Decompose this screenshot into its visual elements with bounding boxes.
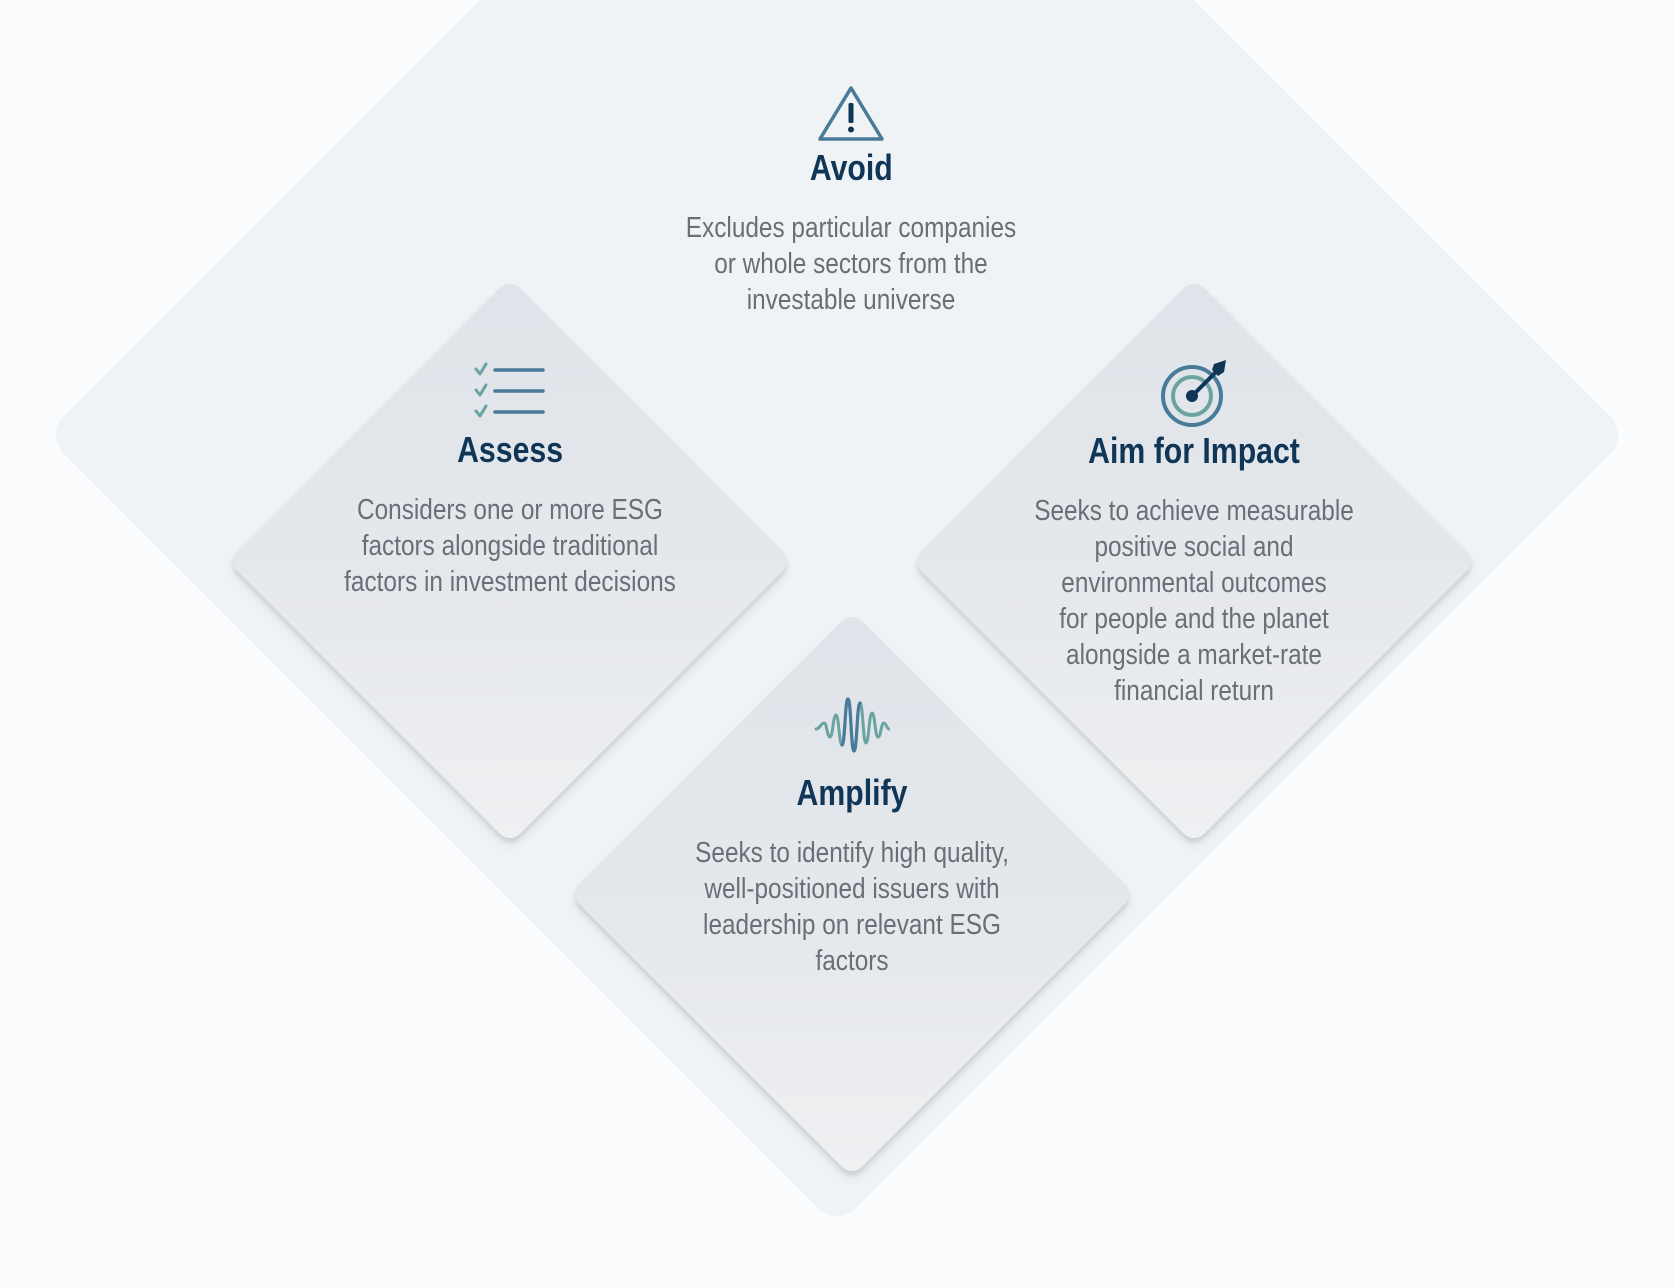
warning-triangle-icon xyxy=(818,86,884,141)
amplify-description: Seeks to identify high quality, well-pos… xyxy=(695,837,1009,977)
avoid-title: Avoid xyxy=(809,147,893,188)
impact-title: Aim for Impact xyxy=(1088,430,1300,471)
avoid-section: Avoid Excludes particular companies or w… xyxy=(641,84,1061,318)
target-dart-icon xyxy=(1161,360,1226,427)
checklist-icon xyxy=(474,362,545,418)
assess-description: Considers one or more ESG factors alongs… xyxy=(344,494,676,598)
impact-description: Seeks to achieve measurable positive soc… xyxy=(1034,495,1354,707)
assess-title: Assess xyxy=(457,429,563,470)
amplify-title: Amplify xyxy=(796,772,908,813)
avoid-description: Excludes particular companies or whole s… xyxy=(685,212,1017,316)
assess-section: Assess Considers one or more ESG factors… xyxy=(300,361,720,600)
amplify-section: Amplify Seeks to identify high quality, … xyxy=(642,695,1062,979)
soundwave-icon xyxy=(814,697,890,753)
impact-section: Aim for Impact Seeks to achieve measurab… xyxy=(984,358,1404,709)
